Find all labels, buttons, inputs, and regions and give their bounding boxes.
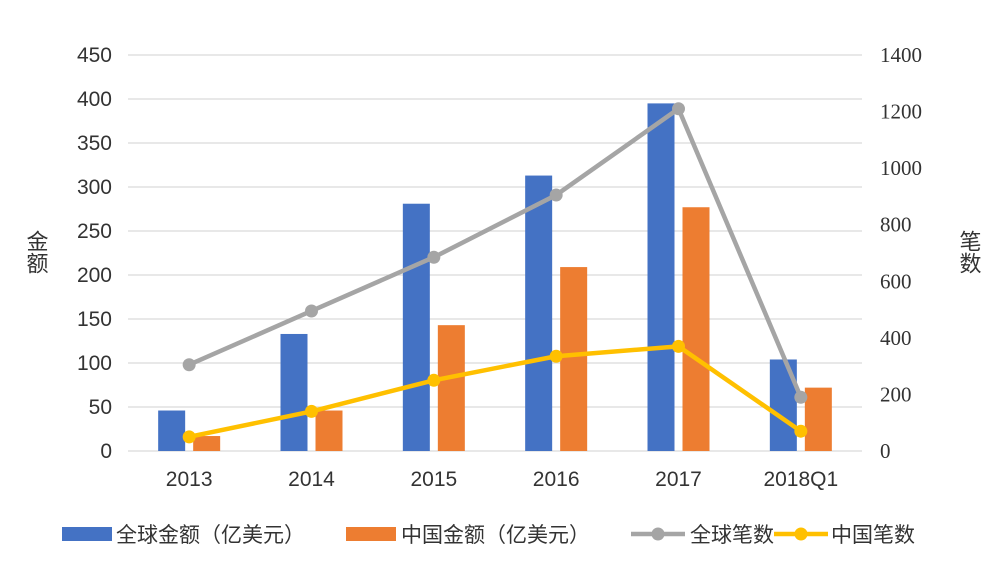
bar-china-amount	[315, 410, 343, 451]
x-tick-label: 2014	[288, 468, 335, 491]
bar-china-amount	[804, 387, 832, 451]
right-axis-title: 笔数	[956, 230, 982, 274]
left-tick-label: 300	[77, 176, 112, 199]
bars	[158, 103, 832, 452]
left-tick-label: 350	[77, 132, 112, 155]
series-line-global-count	[188, 106, 803, 399]
point-global-count	[672, 102, 685, 116]
bar-global-amount	[647, 103, 675, 452]
point-china-count	[427, 373, 441, 387]
right-tick-label: 400	[880, 326, 912, 350]
legend: 全球金额（亿美元） 中国金额（亿美元） 全球笔数 中国笔数	[62, 523, 915, 547]
legend-label: 中国笔数	[831, 523, 915, 547]
right-tick-label: 1200	[880, 100, 922, 124]
right-tick-label: 1400	[880, 43, 922, 67]
bar-china-amount	[560, 267, 588, 451]
bar-china-amount	[682, 207, 710, 451]
point-china-count	[182, 430, 196, 444]
x-tick-label: 2015	[410, 468, 457, 491]
bar-global-amount	[402, 203, 430, 451]
bar-global-amount	[280, 333, 308, 451]
x-tick-label: 2018Q1	[763, 468, 838, 491]
legend-swatch	[62, 527, 112, 541]
left-tick-label: 400	[77, 88, 112, 111]
legend-swatch-marker	[651, 527, 665, 541]
right-axis-ticks: 0 200 400 600 800 1000 1200 1400	[880, 43, 922, 463]
left-tick-label: 100	[77, 352, 112, 375]
bar-global-amount	[525, 175, 553, 451]
x-tick-label: 2016	[533, 468, 580, 491]
left-tick-label: 0	[100, 440, 112, 463]
gridlines	[128, 54, 862, 452]
left-axis-ticks: 0 50 100 150 200 250 300 350 400 450	[77, 44, 112, 463]
point-global-count	[794, 390, 808, 404]
left-tick-label: 450	[77, 44, 112, 67]
bar-global-amount	[158, 410, 186, 451]
point-china-count	[549, 349, 563, 363]
lines	[182, 102, 808, 444]
point-china-count	[794, 424, 808, 438]
left-tick-label: 250	[77, 220, 112, 243]
x-tick-label: 2013	[166, 468, 213, 491]
point-china-count	[672, 339, 685, 353]
legend-label: 全球笔数	[690, 523, 774, 547]
legend-label: 中国金额（亿美元）	[401, 523, 590, 547]
point-global-count	[427, 250, 441, 264]
legend-swatch	[346, 527, 396, 541]
point-global-count	[549, 188, 563, 202]
series-line-china-count	[188, 344, 803, 440]
left-tick-label: 50	[89, 396, 112, 419]
point-china-count	[305, 404, 318, 418]
point-global-count	[182, 358, 196, 372]
x-axis-ticks: 2013 2014 2015 2016 2017 2018Q1	[166, 468, 838, 491]
right-tick-label: 600	[880, 269, 912, 293]
right-tick-label: 800	[880, 213, 912, 237]
legend-label: 全球金额（亿美元）	[116, 523, 305, 547]
right-tick-label: 0	[880, 439, 891, 463]
bar-china-amount	[437, 325, 465, 451]
point-global-count	[305, 304, 318, 318]
bar-china-amount	[193, 436, 221, 451]
x-tick-label: 2017	[655, 468, 702, 491]
legend-swatch-marker	[794, 527, 808, 541]
right-tick-label: 1000	[880, 156, 922, 180]
left-tick-label: 150	[77, 308, 112, 331]
left-tick-label: 200	[77, 264, 112, 287]
left-axis-title: 金额	[23, 230, 49, 274]
right-tick-label: 200	[880, 382, 912, 406]
